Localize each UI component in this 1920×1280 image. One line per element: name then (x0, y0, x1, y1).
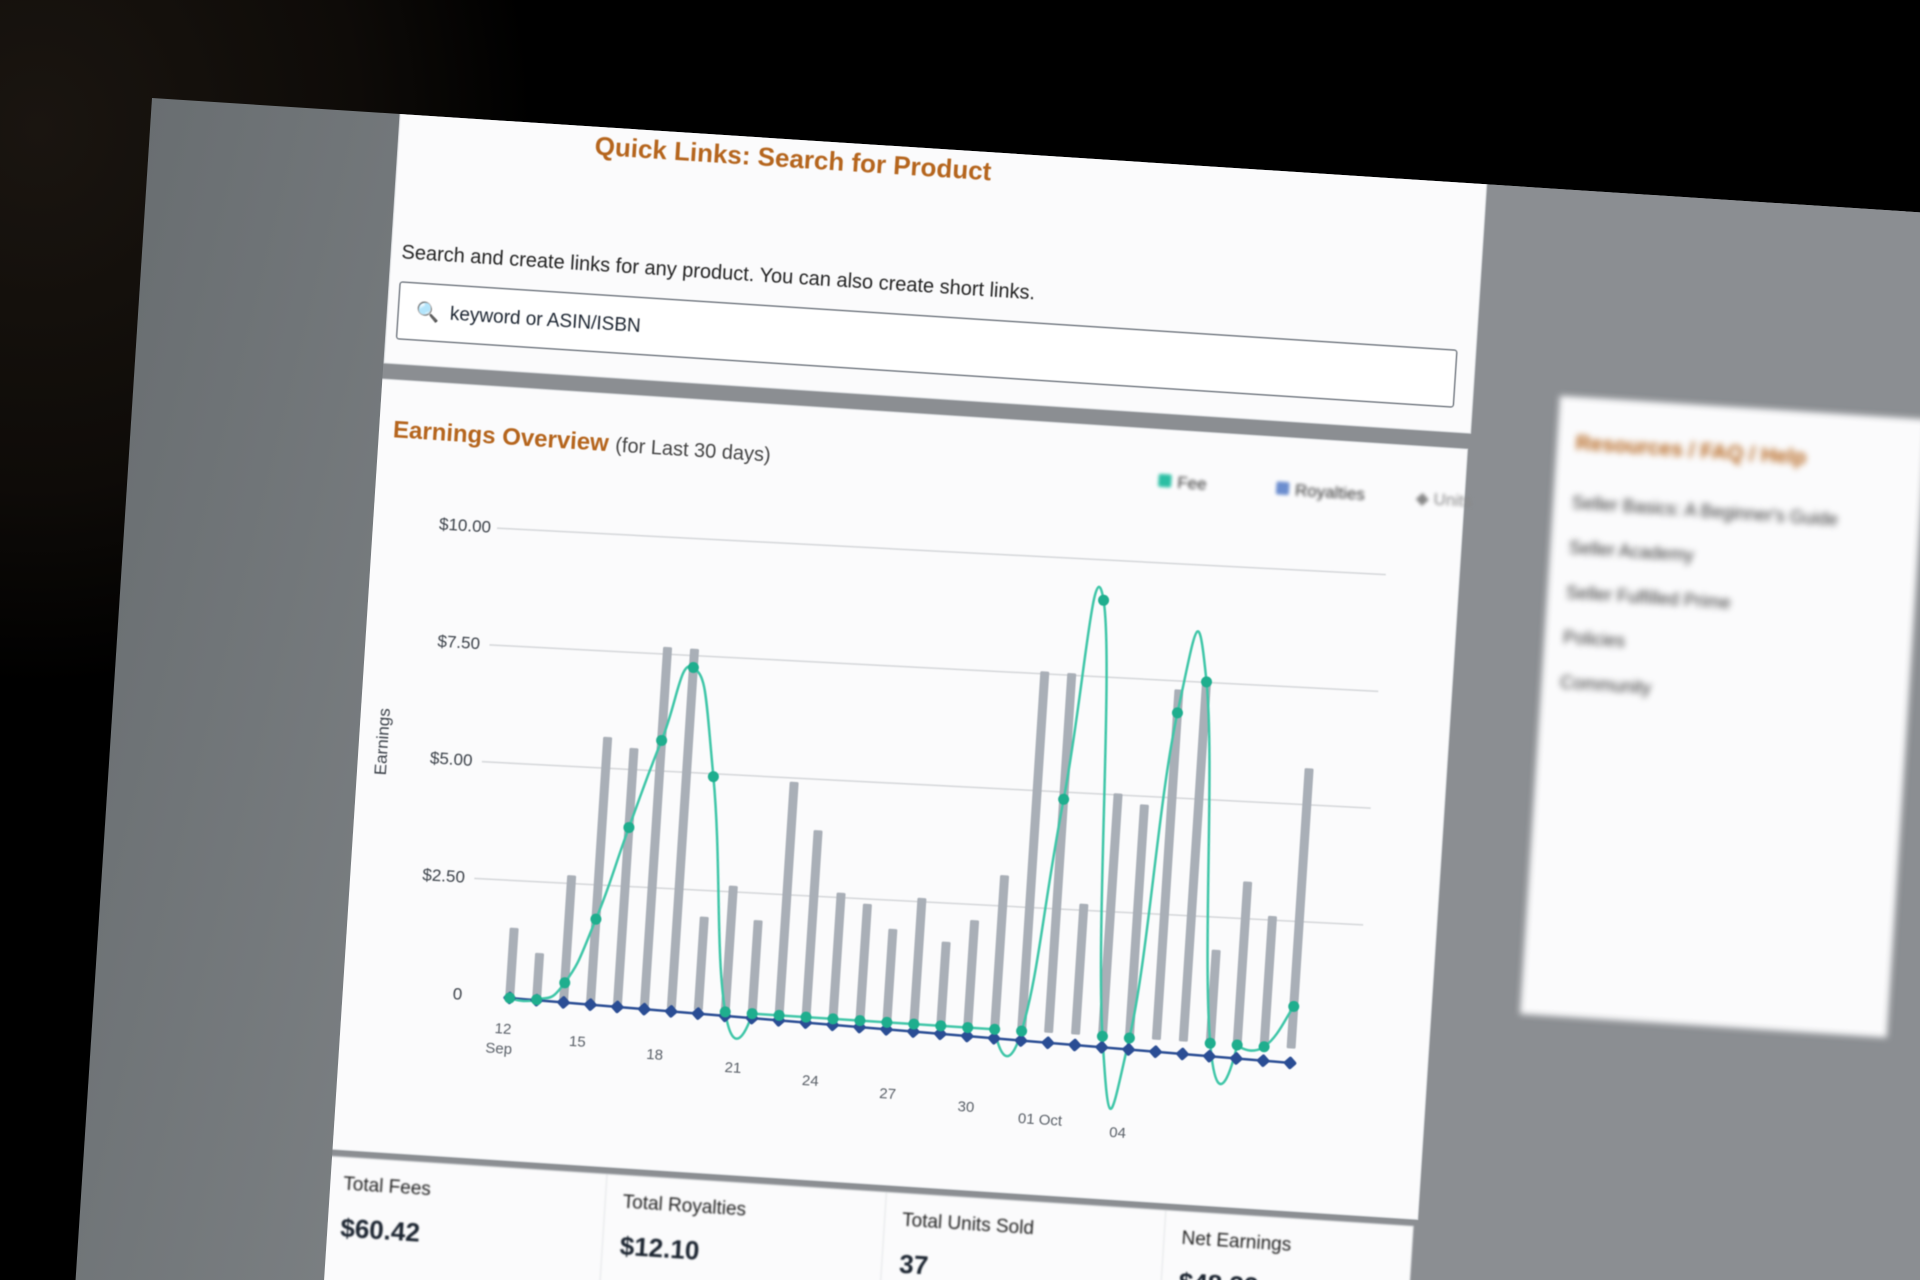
svg-text:15: 15 (568, 1033, 586, 1051)
svg-text:$5.00: $5.00 (429, 748, 473, 770)
svg-text:Sep: Sep (485, 1040, 513, 1059)
svg-text:0: 0 (452, 984, 463, 1004)
svg-text:18: 18 (646, 1046, 664, 1064)
svg-text:30: 30 (957, 1098, 975, 1116)
svg-text:27: 27 (879, 1085, 897, 1103)
svg-text:21: 21 (724, 1059, 742, 1077)
svg-text:24: 24 (801, 1072, 819, 1090)
svg-text:12: 12 (494, 1020, 512, 1038)
svg-text:$2.50: $2.50 (422, 865, 466, 887)
svg-text:$7.50: $7.50 (437, 632, 481, 654)
svg-text:Earnings: Earnings (371, 708, 394, 776)
svg-text:04: 04 (1109, 1124, 1127, 1142)
svg-text:$10.00: $10.00 (439, 514, 492, 536)
svg-text:01 Oct: 01 Oct (1017, 1110, 1063, 1130)
